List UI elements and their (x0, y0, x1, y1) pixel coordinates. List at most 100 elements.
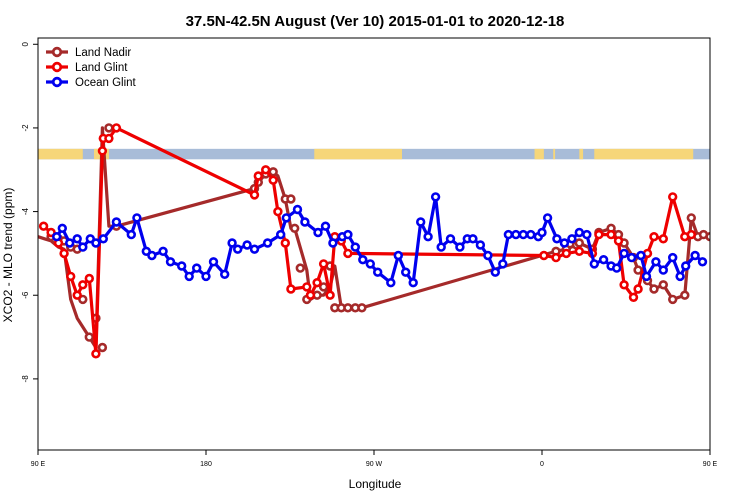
data-point-land-nadir (290, 223, 300, 234)
data-point-ocean-glint (445, 234, 456, 244)
data-point-land-glint (84, 273, 95, 284)
data-point-land-glint (649, 232, 659, 242)
data-point-ocean-glint (611, 263, 622, 273)
data-point-ocean-glint (358, 255, 368, 265)
data-point-land-glint (628, 292, 639, 302)
data-point-ocean-glint (511, 229, 521, 240)
data-point-land-glint (613, 236, 624, 246)
data-point-land-nadir (357, 303, 367, 313)
data-point-land-glint (111, 123, 122, 133)
data-point-land-glint (539, 250, 549, 261)
data-point-land-nadir (574, 238, 584, 248)
data-point-land-nadir (84, 332, 95, 342)
data-point-land-glint (268, 175, 278, 185)
data-point-land-glint (273, 206, 283, 217)
data-point-ocean-glint (227, 238, 237, 248)
data-point-ocean-glint (313, 227, 323, 238)
legend-swatch-marker (51, 61, 63, 73)
data-point-land-glint (91, 349, 101, 359)
data-point-land-glint (97, 146, 108, 156)
data-point-land-glint (261, 165, 271, 175)
data-point-land-glint (286, 284, 296, 294)
data-point-ocean-glint (343, 229, 353, 240)
data-point-land-glint (302, 282, 312, 292)
data-point-ocean-glint (320, 221, 331, 231)
data-point-ocean-glint (483, 250, 493, 261)
data-point-ocean-glint (436, 242, 446, 252)
data-point-ocean-glint (262, 238, 273, 248)
data-point-ocean-glint (667, 252, 678, 263)
data-point-land-glint (253, 171, 263, 181)
data-point-land-nadir (97, 342, 108, 353)
data-point-land-nadir (719, 233, 726, 240)
data-point-ocean-glint (490, 267, 500, 277)
data-point-ocean-glint (281, 213, 291, 223)
data-point-land-glint (280, 238, 290, 248)
y-tick-label: -2 (21, 124, 30, 132)
data-point-land-glint (305, 290, 316, 300)
data-point-ocean-glint (365, 259, 375, 269)
data-point-land-nadir (295, 263, 305, 273)
plot-content (38, 123, 726, 359)
y-tick-label: -8 (21, 375, 30, 383)
data-point-ocean-glint (641, 271, 652, 282)
data-point-ocean-glint (184, 271, 194, 282)
land-mask-segment (38, 148, 83, 160)
data-point-ocean-glint (208, 257, 219, 267)
data-point-land-glint (561, 248, 571, 259)
land-mask-segment (534, 148, 544, 160)
data-point-ocean-glint (91, 238, 101, 248)
data-point-ocean-glint (201, 271, 211, 282)
data-point-land-glint (78, 280, 88, 290)
data-point-ocean-glint (626, 252, 637, 263)
legend-label: Land Nadir (75, 47, 131, 59)
data-point-ocean-glint (589, 259, 599, 269)
data-point-ocean-glint (518, 229, 528, 240)
data-point-land-glint (325, 290, 335, 300)
plot-frame (37, 37, 711, 451)
x-tick-label: 90 E (31, 461, 46, 468)
x-axis-label: Longitude (349, 477, 402, 491)
data-point-ocean-glint (57, 223, 67, 234)
legend-item-ocean-glint: Ocean Glint (46, 76, 137, 89)
data-point-land-glint (312, 278, 322, 288)
data-point-ocean-glint (111, 217, 122, 227)
data-point-ocean-glint (78, 242, 88, 252)
chart-title: 37.5N-42.5N August (Ver 10) 2015-01-01 t… (186, 13, 565, 30)
legend-label: Ocean Glint (75, 77, 137, 89)
data-point-land-glint (633, 284, 643, 294)
data-point-ocean-glint (552, 234, 562, 244)
data-point-ocean-glint (658, 265, 668, 275)
x-tick-label: 90 W (366, 461, 383, 468)
plot-area (37, 37, 726, 451)
data-point-land-nadir (286, 194, 296, 204)
data-point-ocean-glint (51, 232, 62, 242)
legend: Land Nadir Land Glint Ocean Glint (46, 46, 137, 89)
data-point-ocean-glint (408, 278, 418, 288)
data-point-land-nadir (343, 303, 353, 313)
data-point-land-glint (104, 133, 114, 144)
series-line-ocean-glint (55, 195, 705, 285)
x-tick-label: 90 E (703, 461, 718, 468)
data-point-ocean-glint (276, 229, 286, 240)
data-point-land-nadir (680, 290, 690, 300)
data-point-ocean-glint (537, 227, 547, 238)
data-point-ocean-glint (350, 242, 360, 252)
data-point-ocean-glint (147, 250, 157, 261)
data-point-land-glint (65, 271, 76, 282)
legend-item-land-nadir: Land Nadir (46, 46, 131, 59)
data-point-ocean-glint (98, 234, 109, 244)
data-point-ocean-glint (220, 269, 230, 279)
legend-label: Land Glint (75, 62, 128, 74)
data-point-ocean-glint (498, 259, 508, 269)
data-point-ocean-glint (503, 229, 514, 240)
data-point-ocean-glint (680, 261, 691, 271)
data-point-land-glint (72, 290, 82, 300)
x-tick-label: 0 (540, 461, 544, 468)
data-point-land-glint (574, 246, 584, 257)
data-point-land-glint (686, 229, 696, 240)
data-point-ocean-glint (567, 234, 577, 244)
data-point-land-nadir (649, 284, 659, 294)
land-mask-segment (579, 148, 584, 160)
